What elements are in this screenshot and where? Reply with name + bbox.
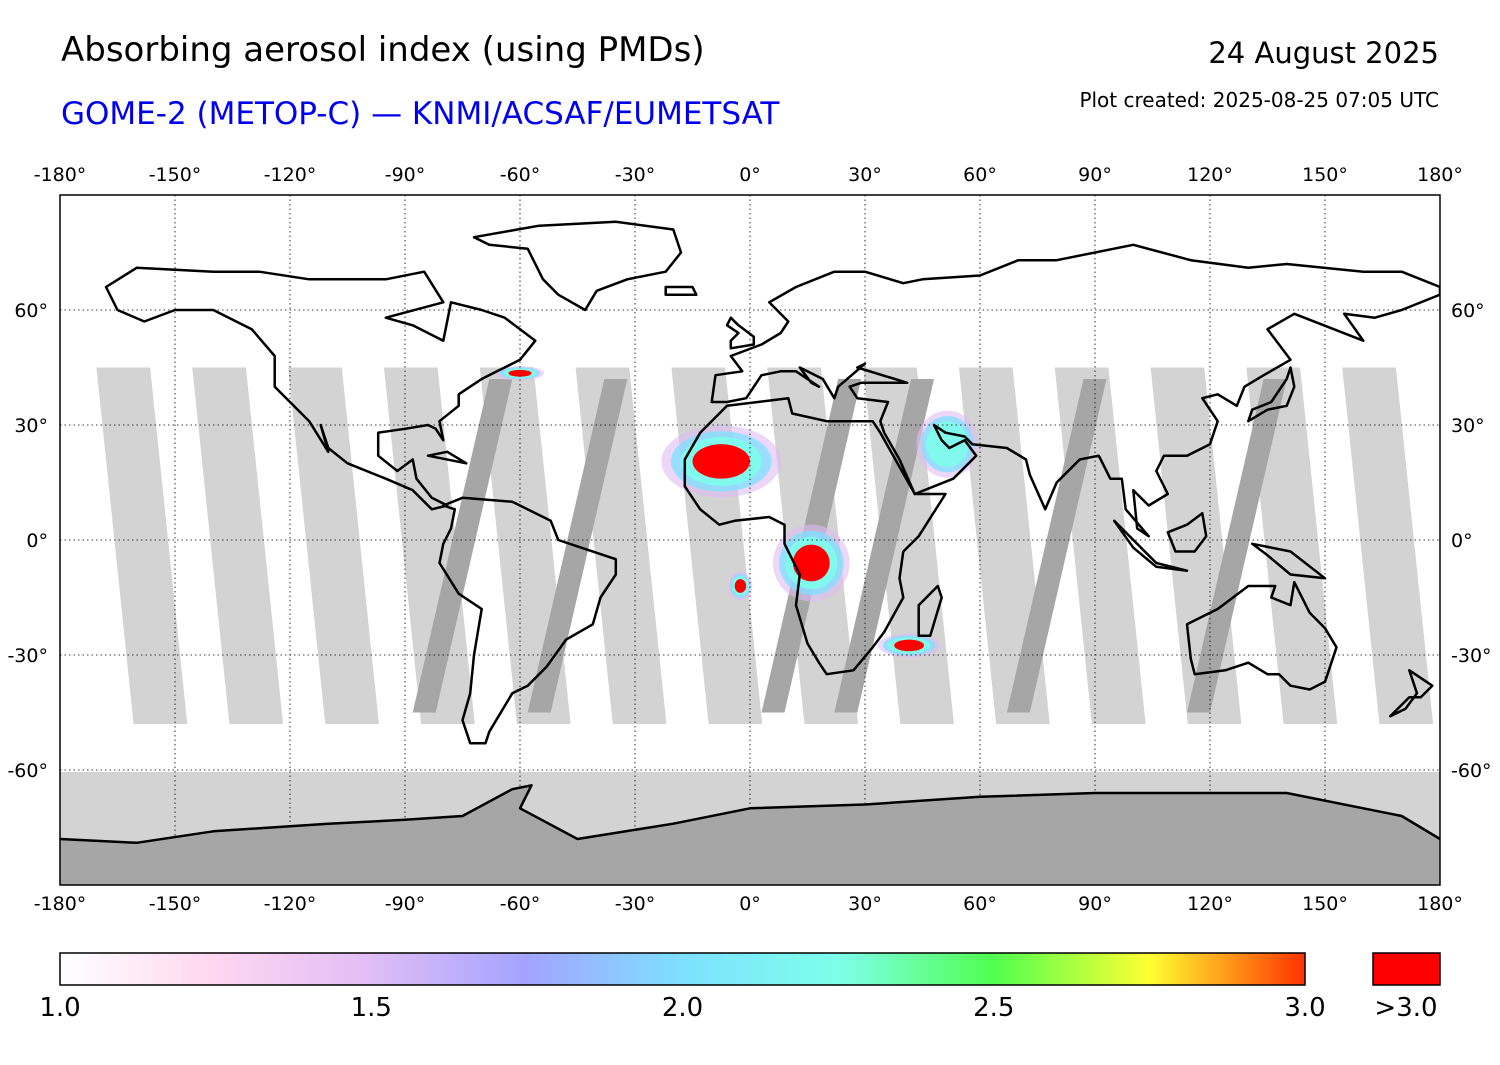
colorbar-overflow-label: >3.0 [1374,993,1438,1023]
aerosol-plume [773,524,850,602]
orbit-no-data-swath [96,367,188,724]
antarctica-coastline [60,784,1440,845]
lon-tick-label: 150° [1302,164,1348,186]
borneo-coastline [1166,511,1208,553]
orbit-gap-band [1187,379,1287,713]
new-guinea-coastline [1250,542,1327,580]
lon-tick-label: -150° [149,164,202,186]
africa-coastline [683,396,947,676]
orbit-no-data-swath [288,367,379,724]
antarctica-land [60,785,1440,885]
cuba-coastline [426,450,468,465]
orbit-no-data-swath [192,367,284,724]
orbit-no-data-swath [1342,367,1434,724]
greenland-coastline [472,220,683,312]
longitude-labels-top: -180° -150° -120° -90° -60° -30° 0° 30° 60° 90° 12… [34,164,1463,186]
lon-tick-label: -180° [34,893,87,915]
map-subtitle: GOME-2 (METOP-C) — KNMI/ACSAF/EUMETSAT [61,96,780,132]
lat-tick-label: 60° [1451,300,1485,322]
lon-tick-label: 180° [1417,164,1463,186]
lat-tick-label: -60° [1451,760,1492,782]
lat-tick-label: -60° [7,760,48,782]
eurasia-coastline [710,243,1440,538]
lat-tick-label: 30° [1451,415,1485,437]
madagascar-coastline [917,584,943,638]
lon-tick-label: 0° [739,893,761,915]
lon-tick-label: 30° [848,164,882,186]
latitude-labels-right: 60° 30° 0° -30° -60° [1451,300,1492,782]
orbit-no-data-swath [1246,367,1338,724]
lon-tick-label: 60° [963,164,997,186]
lon-tick-label: 90° [1078,164,1112,186]
uk-coastline [725,316,756,350]
aerosol-plume [496,366,544,381]
australia-coastline [1185,580,1338,691]
lat-tick-label: 0° [26,530,48,552]
latitude-labels-left: 60° 30° 0° -30° -60° [7,300,48,782]
graticule [60,195,1440,885]
lon-tick-label: 90° [1078,893,1112,915]
lat-tick-label: -30° [1451,645,1492,667]
lon-tick-label: -90° [385,893,426,915]
lon-tick-label: 120° [1187,893,1233,915]
map-frame [59,194,1441,886]
lat-tick-label: 0° [1451,530,1473,552]
north-america-coastline [104,266,537,511]
new-zealand-coastline [1388,669,1434,718]
lat-tick-label: -30° [7,645,48,667]
lon-tick-label: -30° [615,164,656,186]
lon-tick-label: 120° [1187,164,1233,186]
plot-created-timestamp: Plot created: 2025-08-25 07:05 UTC [1079,88,1439,112]
lon-tick-label: -150° [149,893,202,915]
lon-tick-label: 60° [963,893,997,915]
observation-date: 24 August 2025 [1208,36,1439,70]
colorbar-tick-label: 3.0 [1284,993,1326,1023]
lon-tick-label: -180° [34,164,87,186]
colorbar [59,952,1306,986]
lon-tick-label: -120° [264,893,317,915]
orbit-gap-band [412,379,513,713]
colorbar-tick-label: 2.5 [973,993,1015,1023]
sumatra-java-coastline [1112,519,1189,572]
lon-tick-label: 150° [1302,893,1348,915]
aerosol-plume [728,571,753,601]
south-america-coastline [438,496,618,745]
lat-tick-label: 60° [14,300,48,322]
lon-tick-label: -120° [264,164,317,186]
aerosol-plume [877,633,941,658]
longitude-labels-bottom: -180° -150° -120° -90° -60° -30° 0° 30° 60° 90° 12… [34,893,1463,915]
colorbar-overflow-box [1372,952,1441,986]
aerosol-plume [661,425,782,498]
lon-tick-label: -90° [385,164,426,186]
colorbar-tick-label: 1.5 [350,993,392,1023]
orbit-gap-band [834,379,934,713]
map-canvas [60,195,1440,885]
lon-tick-label: -30° [615,893,656,915]
lat-tick-label: 30° [14,415,48,437]
lon-tick-label: -60° [500,164,541,186]
colorbar-tick-label: 1.0 [39,993,81,1023]
lon-tick-label: -60° [500,893,541,915]
map-title: Absorbing aerosol index (using PMDs) [61,30,705,70]
japan-coastline [1247,366,1296,423]
orbit-gap-band [1006,379,1107,713]
coastlines [60,220,1440,885]
aerosol-plume [916,410,979,478]
lon-tick-label: 30° [848,893,882,915]
colorbar-tick-label: 2.0 [661,993,704,1023]
lon-tick-label: 0° [739,164,761,186]
aerosol-plumes [496,366,979,658]
lon-tick-label: 180° [1417,893,1463,915]
iceland-coastline [664,285,698,296]
